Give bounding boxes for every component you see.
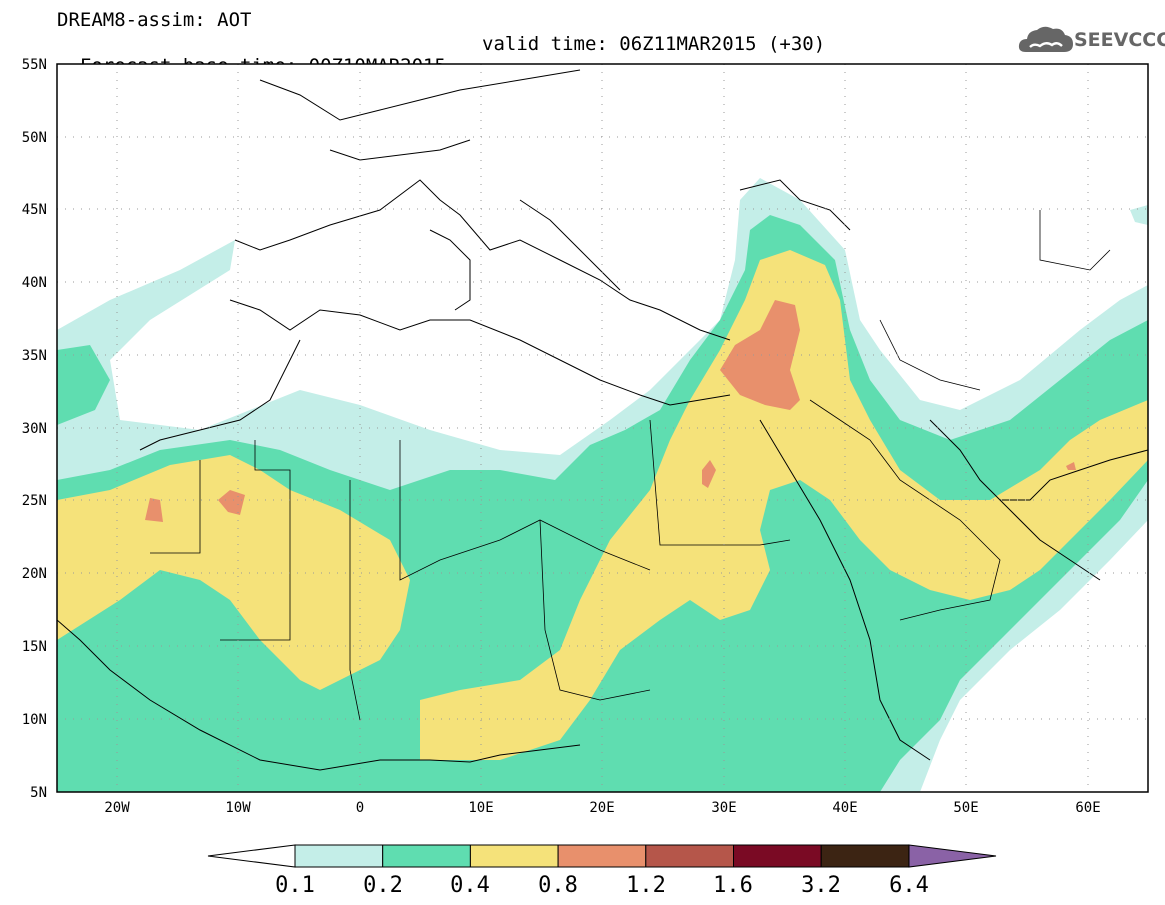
cloud-logo-icon [1018,26,1073,52]
colorbar-labels: 0.1 0.2 0.4 0.8 1.2 1.6 3.2 6.4 [275,873,929,898]
colorbar-label: 0.2 [363,873,403,898]
colorbar-box [557,844,647,868]
lon-tick-label: 40E [832,800,857,816]
lat-tick-label: 15N [22,639,47,655]
colorbar-label: 1.2 [626,873,666,898]
colorbar-low-arrow [207,844,296,868]
colorbar-boxes [294,844,910,868]
lat-tick-label: 25N [22,493,47,509]
colorbar-box [820,844,910,868]
aot-band-0.8-egypt [702,460,716,488]
valid-time-label: valid time: 06Z11MAR2015 (+30) [482,33,826,55]
lat-tick-label: 50N [22,130,47,146]
lat-tick-label: 10N [22,712,47,728]
aot-band-0.8-nwafrica [145,498,163,522]
colorbar-label: 0.4 [450,873,490,898]
lon-tick-label: 60E [1075,800,1100,816]
lon-tick-label: 10W [225,800,251,816]
seevccc-logo: SEEVCCC [1018,22,1165,58]
colorbar-label: 3.2 [801,873,841,898]
colorbar-label: 0.8 [538,873,578,898]
lon-tick-label: 50E [953,800,978,816]
lon-tick-label: 30E [711,800,736,816]
lon-tick-label: 20E [589,800,614,816]
lat-tick-label: 30N [22,421,47,437]
lat-tick-label: 45N [22,202,47,218]
lon-tick-label: 0 [356,800,364,816]
lat-tick-label: 55N [22,57,47,73]
colorbar-box [382,844,471,868]
lat-tick-label: 20N [22,566,47,582]
colorbar-box [294,844,384,868]
country-borders [150,210,1111,721]
map-frame [56,63,1149,793]
colorbar-box [469,844,559,868]
colorbar-label: 6.4 [889,873,929,898]
aot-band-0.2-atl [57,345,110,425]
lat-tick-label: 40N [22,275,47,291]
logo-text: SEEVCCC [1074,29,1165,51]
coastlines [57,69,1148,771]
lat-tick-label: 5N [30,785,47,801]
lon-tick-label: 20W [104,800,130,816]
aot-band-0.8-arabia [1066,462,1076,470]
colorbar-label: 1.6 [713,873,753,898]
colorbar-high-arrow [908,844,997,868]
lat-tick-label: 35N [22,348,47,364]
lon-tick-label: 10E [468,800,493,816]
lat-tick-labels: 5N 10N 15N 20N 25N 30N 35N 40N 45N 50N 5… [22,57,47,801]
aot-band-0.8-levant [720,300,800,410]
lon-tick-labels: 20W 10W 0 10E 20E 30E 40E 50E 60E [104,800,1100,816]
colorbar-box [645,844,734,868]
colorbar [207,844,997,868]
colorbar-box [733,844,822,868]
aot-band-0.1b [1130,205,1148,225]
chart-title: DREAM8-assim: AOT [57,9,252,31]
colorbar-label: 0.1 [275,873,315,898]
